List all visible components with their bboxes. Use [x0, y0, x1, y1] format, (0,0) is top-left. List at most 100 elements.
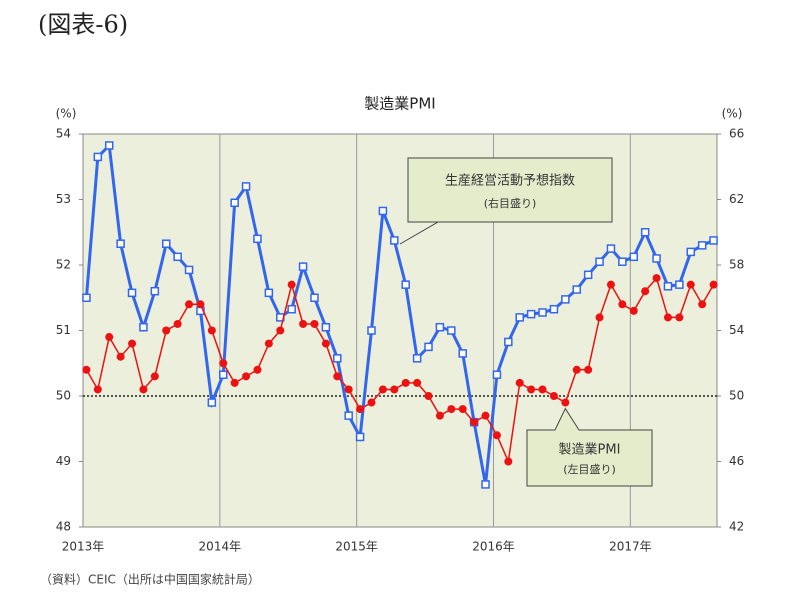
marker: [139, 385, 148, 394]
marker: [93, 152, 103, 162]
y-tick-label: 49: [56, 454, 71, 468]
marker: [618, 300, 627, 309]
legend-label: 製造業PMI: [559, 442, 621, 458]
marker: [595, 257, 604, 266]
marker: [82, 293, 91, 302]
marker: [709, 236, 718, 245]
marker: [447, 405, 456, 414]
marker: [161, 239, 171, 248]
marker: [367, 326, 376, 335]
marker: [458, 405, 467, 414]
marker: [504, 457, 513, 466]
marker: [253, 234, 262, 244]
marker: [652, 274, 661, 283]
callout-box: [526, 407, 653, 487]
marker: [470, 418, 479, 427]
x-tick-label: 2017年: [609, 540, 652, 554]
marker: [606, 244, 616, 253]
marker: [378, 385, 387, 394]
marker: [561, 398, 570, 407]
marker: [618, 257, 627, 266]
marker: [447, 326, 456, 335]
marker: [298, 262, 308, 271]
marker: [196, 300, 205, 309]
marker: [640, 228, 650, 237]
page-title: (図表-6): [38, 11, 128, 39]
marker: [675, 313, 684, 322]
marker: [173, 252, 182, 262]
marker: [128, 339, 137, 348]
marker: [698, 300, 707, 309]
marker: [287, 280, 296, 289]
marker: [333, 372, 342, 381]
y-tick-label: 50: [56, 389, 71, 403]
x-tick-label: 2015年: [335, 540, 378, 554]
marker: [583, 270, 593, 280]
x-tick-label: 2013年: [62, 540, 105, 554]
marker: [116, 239, 125, 248]
marker: [310, 293, 319, 302]
marker: [492, 431, 501, 440]
marker: [526, 309, 536, 319]
marker: [641, 287, 650, 296]
marker: [105, 333, 114, 342]
marker: [162, 326, 171, 335]
y2-tick-label: 42: [729, 520, 744, 534]
marker: [572, 365, 581, 374]
marker: [481, 411, 490, 420]
marker: [561, 295, 570, 304]
marker: [390, 236, 399, 245]
marker: [515, 313, 524, 322]
marker: [321, 322, 331, 332]
marker: [435, 411, 444, 420]
y2-tick-label: 66: [729, 127, 744, 141]
y-tick-label: 48: [56, 520, 71, 534]
y-tick-label: 54: [56, 127, 71, 141]
marker: [356, 405, 365, 414]
marker: [424, 342, 433, 352]
marker: [264, 339, 273, 348]
marker: [652, 254, 661, 263]
marker: [355, 432, 365, 442]
marker: [435, 322, 445, 332]
marker: [606, 280, 615, 289]
marker: [527, 385, 536, 394]
marker: [321, 339, 330, 348]
marker: [207, 398, 217, 407]
marker: [93, 385, 102, 394]
marker: [219, 370, 228, 379]
marker: [276, 326, 285, 335]
y-unit: (%): [56, 107, 77, 121]
marker: [82, 365, 91, 374]
marker: [538, 308, 547, 317]
y2-unit: (%): [722, 107, 743, 121]
y-tick-label: 51: [56, 323, 71, 337]
marker: [230, 198, 239, 208]
marker: [299, 319, 308, 328]
marker: [287, 304, 296, 314]
marker: [686, 247, 696, 257]
marker: [173, 319, 182, 328]
marker: [139, 322, 148, 332]
marker: [458, 349, 467, 358]
marker: [367, 398, 376, 407]
marker: [242, 372, 251, 381]
marker: [241, 182, 251, 191]
marker: [116, 352, 125, 361]
marker: [413, 378, 422, 387]
marker: [424, 392, 433, 400]
marker: [310, 319, 319, 328]
marker: [207, 326, 216, 335]
marker: [333, 354, 342, 363]
x-tick-label: 2016年: [472, 540, 515, 554]
marker: [378, 206, 388, 216]
marker: [401, 280, 410, 289]
chart-title: 製造業PMI: [364, 95, 435, 113]
marker: [595, 313, 604, 322]
marker: [185, 300, 194, 309]
y-tick-label: 53: [56, 192, 71, 206]
callout-box: [399, 157, 613, 245]
y2-tick-label: 54: [729, 323, 744, 337]
marker: [230, 378, 239, 387]
marker: [538, 385, 547, 394]
